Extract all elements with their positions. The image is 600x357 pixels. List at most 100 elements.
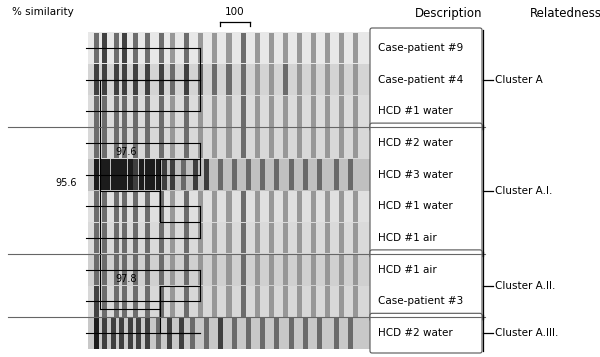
Bar [274, 318, 280, 348]
Bar [241, 127, 245, 158]
Bar [241, 255, 245, 285]
Bar [170, 32, 175, 63]
Bar [353, 96, 358, 127]
Bar [241, 32, 245, 63]
Bar [94, 191, 99, 222]
Bar [122, 255, 127, 285]
Bar [145, 159, 150, 190]
Bar [184, 191, 189, 222]
Bar [325, 191, 330, 222]
Bar [88, 32, 370, 64]
Bar [283, 223, 288, 253]
Bar [226, 191, 232, 222]
Bar [88, 64, 370, 95]
Bar [246, 318, 251, 348]
Bar [311, 32, 316, 63]
FancyBboxPatch shape [370, 123, 482, 258]
Bar [212, 191, 217, 222]
Bar [159, 286, 164, 317]
Bar [161, 159, 167, 190]
Bar [170, 159, 175, 190]
Bar [145, 64, 150, 95]
Bar [159, 191, 164, 222]
Bar [226, 255, 232, 285]
Bar [325, 96, 330, 127]
Bar [283, 127, 288, 158]
Bar [246, 159, 251, 190]
Bar [339, 255, 344, 285]
Bar [190, 318, 195, 348]
Bar [311, 255, 316, 285]
Bar [212, 96, 217, 127]
Bar [311, 223, 316, 253]
FancyBboxPatch shape [370, 313, 482, 353]
Bar [325, 223, 330, 253]
Bar [334, 318, 338, 348]
Bar [241, 64, 245, 95]
Bar [226, 286, 232, 317]
Bar [94, 223, 99, 253]
Bar [289, 318, 293, 348]
Bar [254, 64, 260, 95]
Bar [204, 159, 209, 190]
Bar [353, 191, 358, 222]
Bar [119, 318, 124, 348]
Bar [260, 318, 265, 348]
Text: HCD #1 water: HCD #1 water [378, 106, 453, 116]
Bar [232, 318, 237, 348]
Bar [283, 96, 288, 127]
Text: HCD #3 water: HCD #3 water [378, 170, 453, 180]
Bar [136, 318, 141, 348]
FancyBboxPatch shape [370, 250, 482, 321]
Bar [254, 191, 260, 222]
Bar [198, 127, 203, 158]
Bar [88, 127, 370, 159]
Bar [122, 96, 127, 127]
Bar [170, 127, 175, 158]
Text: Cluster A.I.: Cluster A.I. [495, 186, 553, 196]
Bar [133, 159, 139, 190]
Bar [88, 159, 370, 191]
Bar [151, 159, 155, 190]
Bar [167, 318, 172, 348]
Bar [339, 32, 344, 63]
Bar [103, 64, 107, 95]
Bar [179, 318, 184, 348]
Bar [339, 64, 344, 95]
Bar [254, 32, 260, 63]
Bar [111, 318, 116, 348]
Bar [103, 32, 107, 63]
Bar [311, 127, 316, 158]
Bar [145, 127, 150, 158]
Bar [103, 223, 107, 253]
Text: HCD #2 water: HCD #2 water [378, 328, 453, 338]
Bar [297, 255, 302, 285]
Bar [170, 64, 175, 95]
Bar [218, 159, 223, 190]
Bar [283, 286, 288, 317]
Bar [325, 286, 330, 317]
Text: Relatedness: Relatedness [530, 7, 600, 20]
Bar [145, 286, 150, 317]
Bar [145, 255, 150, 285]
Bar [254, 255, 260, 285]
Bar [297, 223, 302, 253]
Bar [139, 159, 144, 190]
Bar [116, 159, 122, 190]
Bar [297, 191, 302, 222]
Bar [184, 127, 189, 158]
Bar [297, 64, 302, 95]
Bar [103, 286, 107, 317]
Bar [339, 127, 344, 158]
Bar [325, 127, 330, 158]
Text: HCD #1 air: HCD #1 air [378, 233, 437, 243]
Text: Cluster A.II.: Cluster A.II. [495, 281, 556, 291]
Bar [193, 159, 197, 190]
Bar [122, 191, 127, 222]
Text: 97.8: 97.8 [115, 273, 137, 283]
Bar [339, 223, 344, 253]
Text: 95.6: 95.6 [55, 178, 77, 188]
Bar [241, 223, 245, 253]
Bar [204, 318, 209, 348]
Bar [325, 255, 330, 285]
